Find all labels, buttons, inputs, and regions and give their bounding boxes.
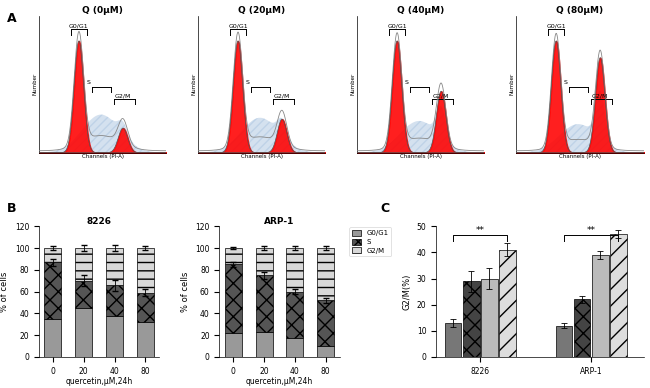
- Bar: [137, 293, 154, 322]
- Text: S: S: [564, 80, 568, 85]
- Text: B: B: [6, 202, 16, 215]
- Bar: [317, 346, 334, 357]
- Y-axis label: Number: Number: [351, 73, 356, 95]
- Title: 8226: 8226: [86, 217, 112, 225]
- Bar: [592, 255, 608, 357]
- Bar: [225, 248, 242, 265]
- Bar: [556, 326, 573, 357]
- Bar: [499, 250, 515, 357]
- Bar: [75, 308, 92, 357]
- Y-axis label: % of cells: % of cells: [181, 272, 190, 312]
- Text: S: S: [246, 80, 250, 85]
- Bar: [317, 300, 334, 346]
- Bar: [610, 234, 627, 357]
- X-axis label: Channels (PI-A): Channels (PI-A): [559, 154, 601, 159]
- Text: G0/G1: G0/G1: [69, 23, 88, 28]
- Bar: [287, 292, 304, 338]
- Bar: [75, 248, 92, 281]
- Y-axis label: G2/M(%): G2/M(%): [402, 274, 411, 310]
- Text: G2/M: G2/M: [114, 93, 131, 98]
- Text: G0/G1: G0/G1: [546, 23, 566, 28]
- Bar: [481, 279, 498, 357]
- Text: G2/M: G2/M: [592, 93, 608, 98]
- Y-axis label: Number: Number: [192, 73, 197, 95]
- Bar: [255, 248, 272, 275]
- Text: C: C: [380, 202, 389, 215]
- Bar: [137, 322, 154, 357]
- X-axis label: Channels (PI-A): Channels (PI-A): [400, 154, 442, 159]
- Bar: [287, 338, 304, 357]
- Text: G2/M: G2/M: [274, 93, 290, 98]
- Y-axis label: Number: Number: [510, 73, 515, 95]
- Title: ARP-1: ARP-1: [265, 217, 294, 225]
- Bar: [463, 281, 480, 357]
- X-axis label: quercetin,μM,24h: quercetin,μM,24h: [246, 377, 313, 386]
- Bar: [225, 265, 242, 333]
- Bar: [106, 285, 123, 315]
- Bar: [137, 248, 154, 293]
- Text: A: A: [6, 12, 16, 25]
- Bar: [573, 300, 590, 357]
- Text: **: **: [476, 226, 485, 235]
- Y-axis label: Number: Number: [32, 73, 38, 95]
- Title: Q (40μM): Q (40μM): [397, 6, 445, 15]
- Bar: [44, 262, 61, 319]
- Bar: [106, 315, 123, 357]
- Bar: [287, 248, 304, 292]
- Bar: [44, 248, 61, 262]
- Y-axis label: % of cells: % of cells: [0, 272, 9, 312]
- Bar: [255, 275, 272, 332]
- Text: G2/M: G2/M: [433, 93, 449, 98]
- Bar: [255, 332, 272, 357]
- X-axis label: Channels (PI-A): Channels (PI-A): [82, 154, 124, 159]
- Text: S: S: [405, 80, 409, 85]
- Text: S: S: [87, 80, 91, 85]
- X-axis label: quercetin,μM,24h: quercetin,μM,24h: [66, 377, 133, 386]
- Bar: [225, 333, 242, 357]
- Bar: [106, 248, 123, 285]
- Bar: [317, 248, 334, 300]
- Title: Q (80μM): Q (80μM): [556, 6, 603, 15]
- Bar: [44, 319, 61, 357]
- Title: Q (0μM): Q (0μM): [82, 6, 123, 15]
- Bar: [445, 323, 461, 357]
- Text: G0/G1: G0/G1: [228, 23, 248, 28]
- Bar: [75, 281, 92, 308]
- Text: G0/G1: G0/G1: [387, 23, 407, 28]
- Title: Q (20μM): Q (20μM): [238, 6, 285, 15]
- Text: **: **: [586, 226, 595, 235]
- Legend: G0/G1, S, G2/M: G0/G1, S, G2/M: [349, 227, 391, 256]
- X-axis label: Channels (PI-A): Channels (PI-A): [240, 154, 283, 159]
